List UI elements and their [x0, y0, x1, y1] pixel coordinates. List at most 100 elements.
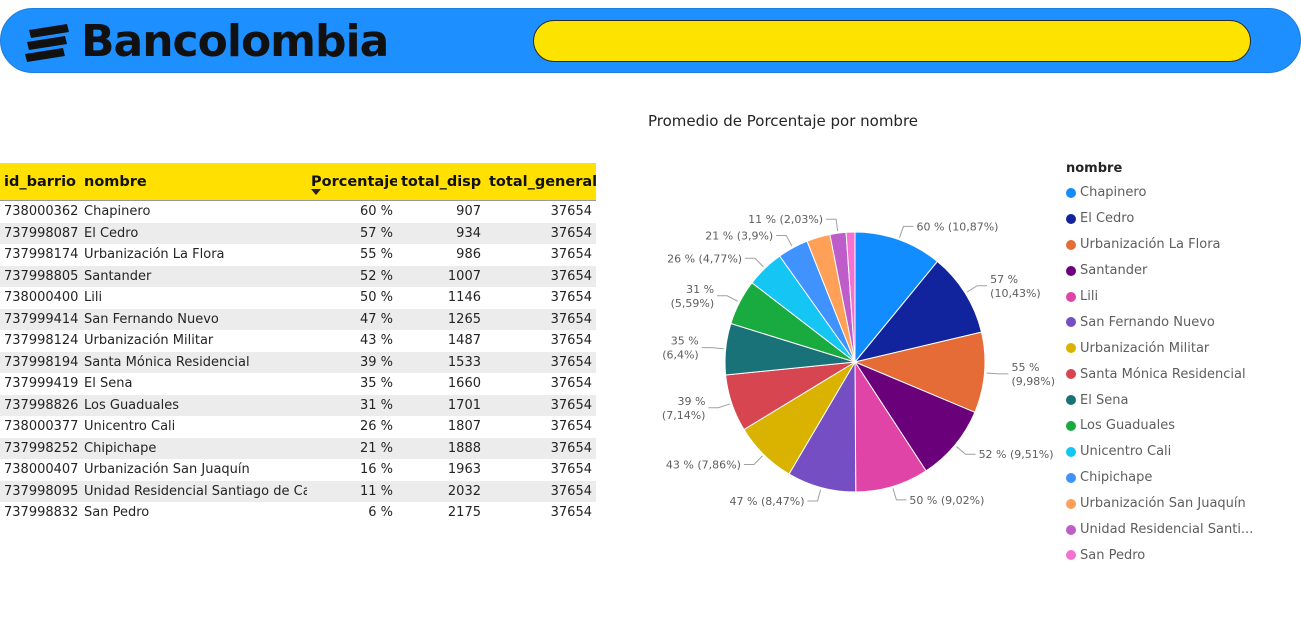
table-row[interactable]: 737998252 Chipichape 21 % 1888 37654 [0, 437, 596, 459]
cell-total-disp: 1533 [397, 351, 485, 373]
legend-marker [1066, 395, 1076, 406]
cell-total-general: 37654 [550, 247, 592, 263]
cell-total-general: 37654 [550, 204, 592, 220]
legend-item[interactable]: Urbanización San Juaquín [1066, 491, 1253, 517]
pie-slice[interactable] [854, 231, 939, 364]
legend-marker [1066, 265, 1076, 276]
table-row[interactable]: 738000407 Urbanización San Juaquín 16 % 196… [0, 459, 596, 481]
table-row[interactable]: 737998826 Los Guaduales 31 % 1701 37654 [0, 394, 596, 416]
pie-slice[interactable] [853, 331, 986, 414]
table-header-row: id_barrio nombre Porcentaje total_disp t… [0, 163, 597, 201]
cell-total-disp: 1487 [447, 333, 481, 349]
data-label: 47 % (8,47%) [730, 495, 805, 508]
chart-title: Promedio de Porcentaje por nombre [647, 112, 919, 130]
cell-nombre: Urbanización San Juaquín [84, 462, 250, 478]
cell-id-barrio: 737998124 [4, 333, 79, 349]
legend-label: Chipichape [1080, 470, 1153, 486]
legend-marker [1066, 343, 1076, 354]
legend-item[interactable]: Urbanización Militar [1066, 335, 1253, 361]
legend-item[interactable]: Lili [1066, 284, 1253, 310]
cell-id-barrio: 737998087 [0, 222, 80, 244]
table-row[interactable]: 737998832 San Pedro 6 % 2175 37654 [0, 502, 596, 524]
legend-label: Los Guaduales [1080, 418, 1175, 434]
cell-id-barrio: 737998832 [4, 505, 79, 521]
legend-item[interactable]: San Pedro [1066, 542, 1253, 568]
cell-nombre: Santander [80, 265, 307, 287]
cell-total-general: 37654 [550, 462, 592, 478]
legend-label: Santa Mónica Residencial [1080, 366, 1246, 382]
table-body: 738000362 Chapinero 60 % 907 37654 737998087 E… [0, 201, 596, 524]
cell-total-disp: 1265 [397, 308, 485, 330]
table-row[interactable]: 737998174 Urbanización La Flora 55 % 986 376… [0, 244, 596, 266]
pie-chart: 60 % (10,87%) 57 %(10,43%) 55 %(9,98%) 52 %… [662, 213, 1055, 508]
label-leader-line [717, 295, 739, 302]
legend-title: nombre [1066, 161, 1123, 176]
sort-descending-icon[interactable] [311, 189, 321, 195]
table-row[interactable]: 738000377 Unicentro Cali 26 % 1807 37654 [0, 416, 596, 438]
column-header-id-barrio[interactable]: id_barrio [0, 163, 80, 201]
cell-nombre: Chipichape [80, 437, 307, 459]
legend-item[interactable]: Chapinero [1066, 180, 1253, 206]
pie-slice[interactable] [845, 231, 856, 363]
cell-porcentaje: 11 % [307, 480, 397, 502]
legend-item[interactable]: San Fernando Nuevo [1066, 309, 1253, 335]
cell-id-barrio: 738000377 [4, 419, 79, 435]
pie-slice[interactable] [853, 360, 976, 472]
legend-marker [1066, 550, 1076, 561]
column-header-total-disp[interactable]: total_disp [397, 163, 485, 201]
label-leader-line [898, 225, 914, 238]
column-header-nombre[interactable]: nombre [80, 163, 307, 201]
cell-total-general: 37654 [485, 222, 596, 244]
table-row[interactable]: 738000400 Lili 50 % 1146 37654 [0, 287, 596, 309]
legend-label: Urbanización San Juaquín [1080, 496, 1246, 512]
label-leader-line [986, 372, 1009, 375]
cell-total-disp: 934 [397, 222, 485, 244]
legend-item[interactable]: Chipichape [1066, 465, 1253, 491]
legend-item[interactable]: Santa Mónica Residencial [1066, 361, 1253, 387]
data-label: 50 % (9,02%) [909, 494, 984, 507]
table-row[interactable]: 737998805 Santander 52 % 1007 37654 [0, 265, 596, 287]
column-header-porcentaje[interactable]: Porcentaje [307, 163, 399, 201]
search-bar[interactable] [533, 20, 1251, 62]
legend-item[interactable]: Los Guaduales [1066, 413, 1253, 439]
cell-id-barrio: 738000407 [4, 462, 79, 478]
table-row[interactable]: 737999419 El Sena 35 % 1660 37654 [0, 373, 596, 395]
cell-total-disp: 1963 [447, 462, 481, 478]
cell-total-disp: 1007 [397, 265, 485, 287]
cell-porcentaje: 35 % [359, 376, 393, 392]
legend-item[interactable]: Santander [1066, 258, 1253, 284]
data-label: 55 % [1012, 361, 1040, 374]
legend-label: San Pedro [1080, 547, 1146, 563]
bancolombia-logo-icon [25, 24, 69, 62]
legend-item[interactable]: Unicentro Cali [1066, 439, 1253, 465]
data-label: 31 % [686, 283, 714, 296]
cell-total-general: 37654 [550, 376, 592, 392]
table-row[interactable]: 737998095 Unidad Residencial Santiago de … [0, 480, 596, 502]
legend-marker [1066, 498, 1076, 509]
cell-nombre: Urbanización Militar [84, 333, 214, 349]
cell-total-disp: 1807 [447, 419, 481, 435]
cell-total-general: 37654 [550, 290, 592, 306]
legend-item[interactable]: El Sena [1066, 387, 1253, 413]
cell-porcentaje: 55 % [359, 247, 393, 263]
table-row[interactable]: 737998087 El Cedro 57 % 934 37654 [0, 222, 596, 244]
cell-total-disp: 2175 [447, 505, 481, 521]
pie-slice[interactable] [853, 260, 983, 363]
legend-label: El Cedro [1080, 211, 1135, 227]
table-row[interactable]: 737998194 Santa Mónica Residencial 39 % 153… [0, 351, 596, 373]
table-row[interactable]: 737998124 Urbanización Militar 43 % 1487 376… [0, 330, 596, 352]
table-row[interactable]: 738000362 Chapinero 60 % 907 37654 [0, 201, 596, 223]
bancolombia-logo: Bancolombia [23, 20, 389, 64]
cell-nombre: Urbanización La Flora [84, 247, 225, 263]
table-row[interactable]: 737999414 San Fernando Nuevo 47 % 1265 37654 [0, 308, 596, 330]
legend-item[interactable]: Unidad Residencial Santi... [1066, 517, 1253, 543]
data-label: 60 % (10,87%) [916, 220, 998, 233]
legend-item[interactable]: Urbanización La Flora [1066, 232, 1253, 258]
legend-item[interactable]: El Cedro [1066, 206, 1253, 232]
cell-nombre: Los Guaduales [80, 394, 307, 416]
cell-id-barrio: 737999414 [0, 308, 80, 330]
column-header-total-general[interactable]: total_general [485, 163, 597, 201]
cell-id-barrio: 737998805 [0, 265, 80, 287]
cell-nombre: El Cedro [80, 222, 307, 244]
data-label: 52 % (9,51%) [979, 448, 1054, 461]
